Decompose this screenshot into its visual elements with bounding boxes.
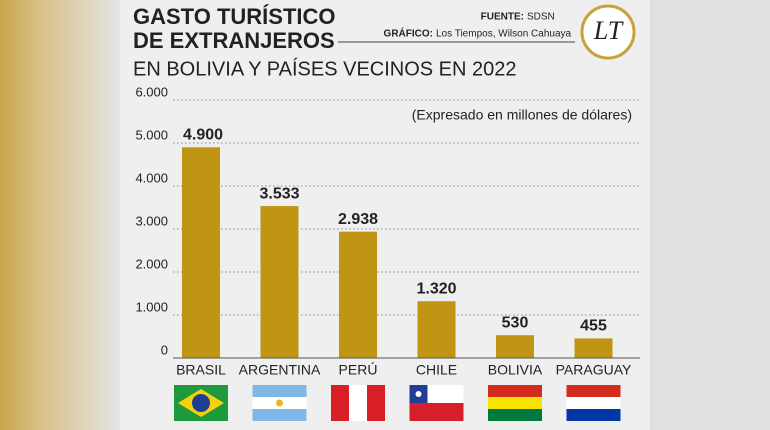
value-label: 530 bbox=[502, 314, 529, 331]
flag-part bbox=[488, 409, 542, 421]
x-tick-label: ARGENTINA bbox=[239, 362, 321, 378]
flag-part bbox=[415, 391, 422, 397]
value-label: 2.938 bbox=[338, 211, 378, 228]
flag bbox=[331, 385, 385, 421]
title: GASTO TURÍSTICO bbox=[133, 4, 336, 29]
y-tick-label: 4.000 bbox=[135, 170, 168, 185]
note: (Expresado en millones de dólares) bbox=[412, 107, 632, 123]
value-label: 455 bbox=[580, 318, 607, 335]
x-tick-label: BRASIL bbox=[176, 362, 226, 378]
flag-part bbox=[566, 409, 621, 421]
x-tick-label: CHILE bbox=[416, 362, 457, 378]
flag-part bbox=[566, 397, 621, 409]
value-label: 3.533 bbox=[259, 185, 299, 202]
flag-part bbox=[276, 399, 283, 407]
flag-part bbox=[409, 403, 464, 421]
bar bbox=[182, 147, 220, 358]
y-tick-label: 1.000 bbox=[135, 299, 168, 314]
bar bbox=[417, 301, 456, 358]
x-tick-label: BOLIVIA bbox=[488, 362, 543, 378]
bar bbox=[496, 335, 534, 358]
title: DE EXTRANJEROS bbox=[133, 28, 335, 53]
source: SDSN bbox=[527, 12, 555, 23]
bar bbox=[339, 231, 377, 358]
logo: LT bbox=[593, 16, 624, 45]
graphic: Los Tiempos, Wilson Cahuaya bbox=[436, 29, 572, 40]
side-blur bbox=[0, 0, 120, 430]
flag-part bbox=[566, 385, 621, 397]
y-tick-label: 5.000 bbox=[135, 127, 168, 142]
y-tick-label: 3.000 bbox=[135, 213, 168, 228]
flag bbox=[566, 385, 621, 421]
subtitle: EN BOLIVIA Y PAÍSES VECINOS EN 2022 bbox=[133, 57, 517, 80]
flag bbox=[174, 385, 228, 421]
x-tick-label: PARAGUAY bbox=[556, 362, 632, 378]
bar bbox=[574, 338, 613, 358]
source-label: FUENTE: bbox=[481, 12, 524, 23]
logo-ring bbox=[580, 4, 636, 60]
x-tick-label: PERÚ bbox=[339, 362, 378, 378]
flag bbox=[409, 385, 464, 421]
flag-part bbox=[488, 385, 542, 397]
flag-part bbox=[192, 394, 210, 412]
value-label: 4.900 bbox=[183, 127, 223, 144]
y-tick-label: 6.000 bbox=[135, 84, 168, 99]
graphic-label: GRÁFICO: bbox=[384, 27, 433, 40]
y-tick-label: 0 bbox=[161, 342, 168, 357]
side-blur bbox=[650, 0, 770, 430]
y-tick-label: 2.000 bbox=[135, 256, 168, 271]
flag bbox=[252, 385, 307, 421]
flag-part bbox=[488, 397, 542, 409]
flag bbox=[488, 385, 542, 421]
value-label: 1.320 bbox=[416, 280, 456, 297]
bar bbox=[260, 206, 299, 358]
flag-part bbox=[349, 385, 367, 421]
